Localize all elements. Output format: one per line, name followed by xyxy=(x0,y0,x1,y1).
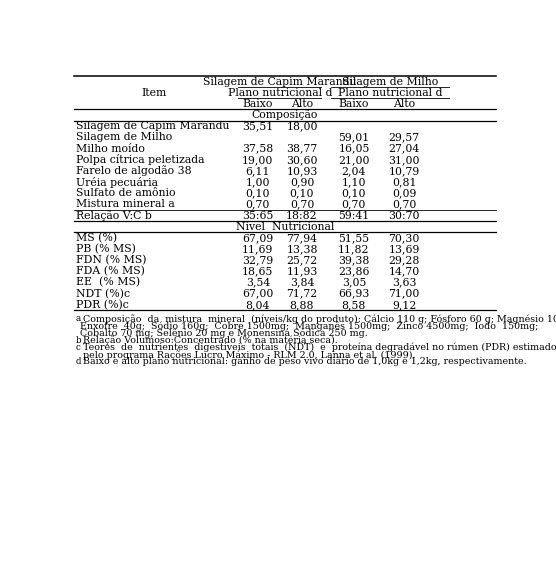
Text: 9,12: 9,12 xyxy=(392,300,416,310)
Text: PB (% MS): PB (% MS) xyxy=(76,244,136,254)
Text: 59,01: 59,01 xyxy=(338,133,370,143)
Text: 11,93: 11,93 xyxy=(286,267,317,276)
Text: 67,00: 67,00 xyxy=(242,289,274,299)
Text: 30,60: 30,60 xyxy=(286,155,317,165)
Text: 0,81: 0,81 xyxy=(392,177,416,187)
Text: Uréia pecuária: Uréia pecuária xyxy=(76,176,158,187)
Text: 8,04: 8,04 xyxy=(246,300,270,310)
Text: Silagem de Milho: Silagem de Milho xyxy=(76,133,172,143)
Text: 59:41: 59:41 xyxy=(338,211,370,221)
Text: 27,04: 27,04 xyxy=(389,144,420,154)
Text: NDT (%)c: NDT (%)c xyxy=(76,289,130,299)
Text: 38,77: 38,77 xyxy=(286,144,317,154)
Text: 11,69: 11,69 xyxy=(242,244,274,254)
Text: Polpa cítrica peletizada: Polpa cítrica peletizada xyxy=(76,154,204,165)
Text: PDR (%)c: PDR (%)c xyxy=(76,300,128,310)
Text: 16,05: 16,05 xyxy=(338,144,370,154)
Text: 8,88: 8,88 xyxy=(290,300,314,310)
Text: 3,05: 3,05 xyxy=(342,278,366,288)
Text: 1,00: 1,00 xyxy=(246,177,270,187)
Text: 30:70: 30:70 xyxy=(389,211,420,221)
Text: Alto: Alto xyxy=(291,99,313,109)
Text: 11,82: 11,82 xyxy=(338,244,370,254)
Text: Teores  de  nutrientes  digestíveis  totais  (NDT)  e  proteína degradável no rú: Teores de nutrientes digestíveis totais … xyxy=(80,343,556,352)
Text: 0,90: 0,90 xyxy=(290,177,314,187)
Text: Silagem de Capim Marandu: Silagem de Capim Marandu xyxy=(76,121,229,132)
Text: 3,54: 3,54 xyxy=(246,278,270,288)
Text: 0,70: 0,70 xyxy=(342,200,366,210)
Text: 0,09: 0,09 xyxy=(392,188,416,198)
Text: Composição: Composição xyxy=(252,109,318,120)
Text: 6,11: 6,11 xyxy=(246,166,270,176)
Text: 23,86: 23,86 xyxy=(338,267,370,276)
Text: 1,10: 1,10 xyxy=(342,177,366,187)
Text: 0,70: 0,70 xyxy=(290,200,314,210)
Text: 18,00: 18,00 xyxy=(286,121,317,132)
Text: 32,79: 32,79 xyxy=(242,255,274,265)
Text: 0,70: 0,70 xyxy=(246,200,270,210)
Text: 19,00: 19,00 xyxy=(242,155,274,165)
Text: Relação V:C b: Relação V:C b xyxy=(76,210,152,221)
Text: Milho moído: Milho moído xyxy=(76,144,145,154)
Text: 0,10: 0,10 xyxy=(342,188,366,198)
Text: Sulfato de amônio: Sulfato de amônio xyxy=(76,188,175,198)
Text: 39,38: 39,38 xyxy=(338,255,370,265)
Text: 25,72: 25,72 xyxy=(286,255,317,265)
Text: Farelo de algodão 38: Farelo de algodão 38 xyxy=(76,165,191,176)
Text: 35:65: 35:65 xyxy=(242,211,274,221)
Text: 18,65: 18,65 xyxy=(242,267,274,276)
Text: d: d xyxy=(76,357,81,366)
Text: EE  (% MS): EE (% MS) xyxy=(76,278,140,288)
Text: 13,38: 13,38 xyxy=(286,244,317,254)
Text: pelo programa Rações Lucro Máximo - RLM 2.0, Lanna et al. (1999).: pelo programa Rações Lucro Máximo - RLM … xyxy=(80,350,415,360)
Text: Item: Item xyxy=(142,88,167,98)
Text: c: c xyxy=(76,343,81,352)
Text: 70,30: 70,30 xyxy=(389,233,420,243)
Text: 29,28: 29,28 xyxy=(389,255,420,265)
Text: Baixo e alto plano nutricional: ganho de peso vivo diário de 1,0kg e 1,2kg, resp: Baixo e alto plano nutricional: ganho de… xyxy=(80,357,526,366)
Text: 2,04: 2,04 xyxy=(342,166,366,176)
Text: 67,09: 67,09 xyxy=(242,233,274,243)
Text: Composição  da  mistura  mineral  (níveis/kg do produto): Cálcio 110 g; Fósforo : Composição da mistura mineral (níveis/kg… xyxy=(80,314,556,324)
Text: 21,00: 21,00 xyxy=(338,155,370,165)
Text: 0,10: 0,10 xyxy=(290,188,314,198)
Text: 35,51: 35,51 xyxy=(242,121,274,132)
Text: Nível  Nutricional: Nível Nutricional xyxy=(236,222,334,232)
Text: 31,00: 31,00 xyxy=(389,155,420,165)
Text: 51,55: 51,55 xyxy=(339,233,370,243)
Text: 10,79: 10,79 xyxy=(389,166,420,176)
Text: Silagem de Milho: Silagem de Milho xyxy=(342,77,438,87)
Text: MS (%): MS (%) xyxy=(76,233,117,243)
Text: 71,72: 71,72 xyxy=(286,289,317,299)
Text: 10,93: 10,93 xyxy=(286,166,317,176)
Text: Plano nutricional d: Plano nutricional d xyxy=(227,88,332,98)
Text: 18:82: 18:82 xyxy=(286,211,318,221)
Text: Baixo: Baixo xyxy=(339,99,369,109)
Text: FDA (% MS): FDA (% MS) xyxy=(76,266,145,276)
Text: 0,10: 0,10 xyxy=(246,188,270,198)
Text: Relação Volumoso:Concentrado (% na matéria seca).: Relação Volumoso:Concentrado (% na matér… xyxy=(80,336,337,345)
Text: Alto: Alto xyxy=(393,99,415,109)
Text: 3,84: 3,84 xyxy=(290,278,314,288)
Text: 66,93: 66,93 xyxy=(338,289,370,299)
Text: Enxofre  40g;  Sódio 160g;  Cobre 1500mg;  Manganês 1500mg;  Zinco 4500mg;  Iodo: Enxofre 40g; Sódio 160g; Cobre 1500mg; M… xyxy=(80,321,538,331)
Text: 3,63: 3,63 xyxy=(392,278,416,288)
Text: 13,69: 13,69 xyxy=(389,244,420,254)
Text: FDN (% MS): FDN (% MS) xyxy=(76,255,146,265)
Text: Silagem de Capim Marandu: Silagem de Capim Marandu xyxy=(203,77,356,87)
Text: Mistura mineral a: Mistura mineral a xyxy=(76,200,175,210)
Text: Plano nutricional d: Plano nutricional d xyxy=(337,88,442,98)
Text: Baixo: Baixo xyxy=(242,99,273,109)
Text: 37,58: 37,58 xyxy=(242,144,274,154)
Text: 0,70: 0,70 xyxy=(392,200,416,210)
Text: 8,58: 8,58 xyxy=(342,300,366,310)
Text: 29,57: 29,57 xyxy=(389,133,420,143)
Text: Cobalto 70 mg; Selênio 20 mg e Monensina Sódica 250 mg.: Cobalto 70 mg; Selênio 20 mg e Monensina… xyxy=(80,328,368,338)
Text: 14,70: 14,70 xyxy=(389,267,420,276)
Text: 77,94: 77,94 xyxy=(286,233,317,243)
Text: b: b xyxy=(76,336,81,345)
Text: 71,00: 71,00 xyxy=(389,289,420,299)
Text: a: a xyxy=(76,314,81,324)
